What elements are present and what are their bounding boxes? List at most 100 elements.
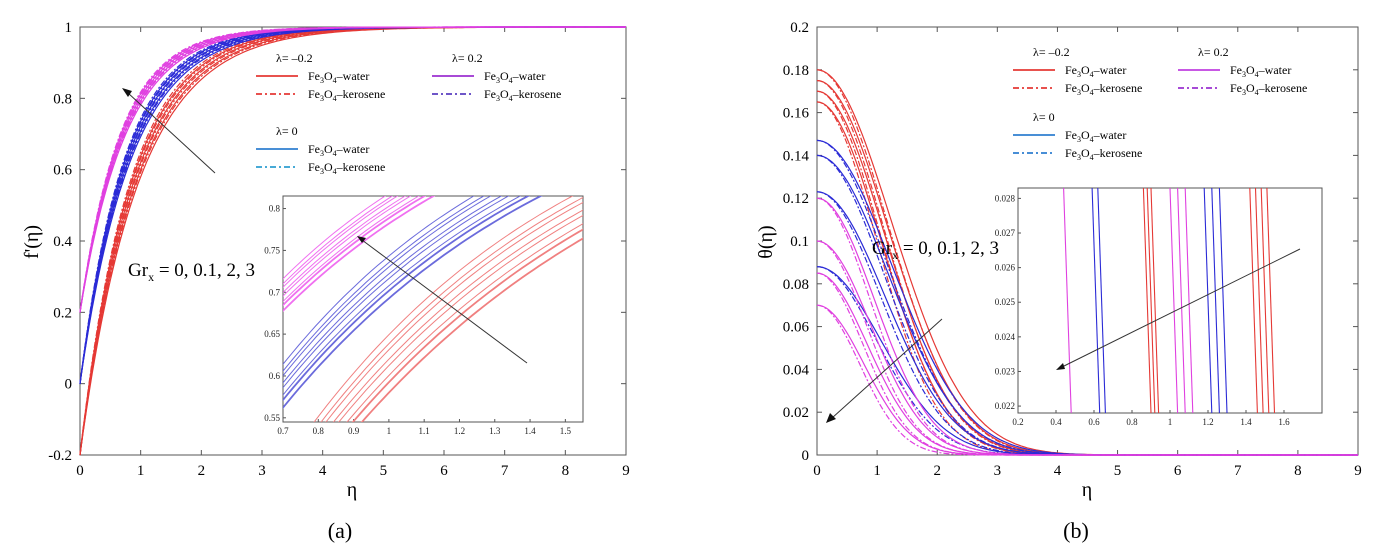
legend-label-o: O — [324, 69, 333, 83]
legend-header: λ= –0.2 — [276, 51, 313, 65]
inset-curve — [283, 196, 427, 307]
legend-label-fe: Fe — [1230, 81, 1242, 95]
legend-label-rest: –water — [336, 142, 370, 156]
x-tick-label: 2 — [933, 463, 941, 479]
legend-header: λ= 0.2 — [452, 51, 483, 65]
y-tick-label: 0.12 — [783, 191, 809, 207]
legend-label-sub3: 3 — [320, 76, 324, 85]
inset-x-label: 1.2 — [454, 426, 465, 436]
legend-label: Fe3O4–kerosene — [308, 160, 385, 176]
inset-b-line — [1177, 187, 1186, 414]
inset-y-label: 0.7 — [269, 287, 281, 297]
y-tick-label: 0.02 — [783, 405, 809, 421]
x-tick-label: 4 — [1054, 463, 1062, 479]
inset-b-arrow — [1061, 248, 1301, 368]
a-ticks: 0 1 2 3 4 5 6 7 8 9-0.200.20.40.60.81 — [48, 20, 630, 479]
inset-x-label: 0.8 — [1126, 417, 1138, 427]
curve-λ=0.2 — [816, 304, 1358, 456]
inset-b-line — [1142, 187, 1152, 414]
x-tick-label: 5 — [1114, 463, 1122, 479]
inset-curve — [320, 196, 583, 422]
inset-curve — [351, 228, 583, 422]
legend-label: Fe3O4–kerosene — [1065, 146, 1142, 162]
legend-label: Fe3O4–kerosene — [1065, 81, 1142, 97]
panel-b: 0 1 2 3 4 5 6 7 8 900.020.040.060.080.10.120.140.… — [755, 20, 1362, 501]
legend-label-rest: –water — [1093, 128, 1127, 142]
legend-label: Fe3O4–water — [308, 142, 369, 158]
inset-curve — [283, 196, 485, 372]
legend-label-o: O — [324, 142, 333, 156]
legend-label-o: O — [1081, 146, 1090, 160]
y-tick-label: 0.8 — [53, 91, 72, 107]
inset-curve — [283, 196, 503, 384]
legend-label-fe: Fe — [1065, 128, 1077, 142]
legend-label: Fe3O4–water — [1230, 63, 1291, 79]
legend-label-sub4: 4 — [333, 167, 337, 176]
y-tick-label: 0.14 — [783, 148, 810, 164]
inset-curve — [283, 196, 522, 396]
inset-curve — [283, 196, 436, 312]
y-tick-label: 0.04 — [783, 362, 810, 378]
inset-curve — [332, 209, 583, 422]
inset-x-label: 1 — [387, 426, 392, 436]
x-tick-label: 6 — [440, 463, 448, 479]
inset-y-label: 0.027 — [995, 228, 1016, 238]
legend-label-sub3: 3 — [496, 76, 500, 85]
y-tick-label: 0.2 — [53, 305, 72, 321]
inset-a-arrowhead — [357, 236, 366, 243]
inset-b-line — [1254, 187, 1264, 414]
legend-label-rest: –kerosene — [1093, 146, 1143, 160]
inset-curve — [283, 196, 412, 297]
legend-label-sub3: 3 — [1077, 135, 1081, 144]
x-tick-label: 1 — [137, 463, 145, 479]
inset-curve — [283, 196, 420, 303]
x-tick-label: 0 — [813, 463, 821, 479]
inset-y-label: 0.026 — [995, 263, 1016, 273]
inset-b-frame — [1017, 187, 1323, 414]
caption-a: (a) — [328, 518, 352, 543]
inset-x-label: 0.4 — [1050, 417, 1062, 427]
inset-x-label: 0.8 — [313, 426, 325, 436]
inset-y-label: 0.8 — [269, 204, 281, 214]
legend-label-fe: Fe — [1065, 81, 1077, 95]
legend-label-rest: –water — [336, 69, 370, 83]
inset-y-label: 0.022 — [995, 401, 1015, 411]
inset-curve — [283, 196, 475, 365]
x-tick-label: 0 — [76, 463, 84, 479]
a-inset: 0.7 0.8 0.9 1 1.1 1.2 1.3 1.4 1.5 0.55 0.6 0.65 0.7 0… — [264, 195, 584, 436]
legend-label-sub3: 3 — [1077, 153, 1081, 162]
inset-x-label: 1.4 — [524, 426, 536, 436]
inset-b-line — [1150, 187, 1160, 414]
x-tick-label: 8 — [562, 463, 570, 479]
legend-label-sub3: 3 — [1077, 88, 1081, 97]
y-tick-label: 0 — [65, 377, 73, 393]
legend-label-fe: Fe — [1065, 146, 1077, 160]
legend-label-o: O — [1246, 81, 1255, 95]
x-tick-label: 2 — [198, 463, 206, 479]
y-tick-label: 0.6 — [53, 163, 72, 179]
legend-label: Fe3O4–water — [484, 69, 545, 85]
legend-label-fe: Fe — [1230, 63, 1242, 77]
legend-label-o: O — [324, 87, 333, 101]
legend-label-rest: –kerosene — [1258, 81, 1308, 95]
legend-label-o: O — [1081, 81, 1090, 95]
panel-a: 0 1 2 3 4 5 6 7 8 9-0.200.20.40.60.81 f'(η) η Grx… — [21, 20, 630, 501]
inset-b-line — [1184, 187, 1194, 414]
inset-curve — [283, 196, 492, 377]
legend-label-sub3: 3 — [1242, 88, 1246, 97]
b-curves — [816, 69, 1358, 456]
legend-label: Fe3O4–water — [1065, 128, 1126, 144]
legend-label-sub3: 3 — [320, 167, 324, 176]
inset-b-line — [1203, 187, 1213, 414]
inset-y-label: 0.75 — [264, 245, 280, 255]
inset-y-label: 0.024 — [995, 332, 1016, 342]
x-tick-label: 7 — [1234, 463, 1242, 479]
inset-x-label: 1.2 — [1202, 417, 1213, 427]
b-annotation: Grx = 0, 0.1, 2, 3 — [872, 238, 999, 262]
legend-label-fe: Fe — [308, 160, 320, 174]
inset-b-line — [1169, 187, 1179, 414]
legend-header: λ= –0.2 — [1033, 45, 1070, 59]
legend-label: Fe3O4–kerosene — [484, 87, 561, 103]
inset-x-label: 1.3 — [489, 426, 501, 436]
